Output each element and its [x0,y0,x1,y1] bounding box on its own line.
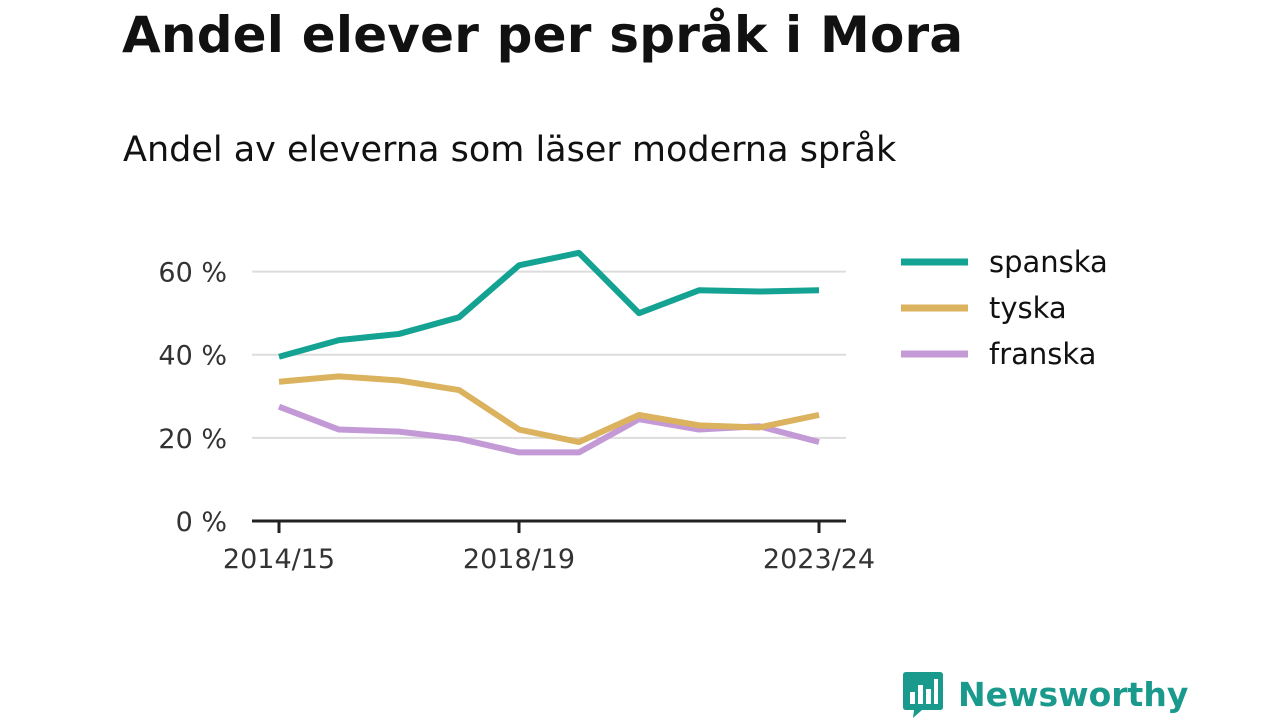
gridlines [252,270,846,439]
y-tick-label: 60 % [158,258,227,289]
x-tick-label: 2018/19 [463,544,575,575]
legend-label-franska: franska [989,337,1096,371]
brand-logo: Newsworthy [902,668,1188,720]
y-tick-label: 20 % [158,424,227,455]
x-tick-label: 2023/24 [763,544,875,575]
chart-title: Andel elever per språk i Mora [122,6,964,64]
brand-name: Newsworthy [958,674,1189,714]
legend-label-spanska: spanska [989,245,1108,279]
x-axis [252,519,846,533]
y-tick-labels: 0 % 20 % 40 % 60 % [158,258,227,538]
legend-label-tyska: tyska [989,291,1067,325]
newsworthy-logo-icon [903,672,943,718]
series-lines [277,249,820,456]
x-tick-label: 2014/15 [223,544,335,575]
series-line-spanska [278,249,820,360]
chart-subtitle: Andel av eleverna som läser moderna språ… [123,130,897,170]
y-tick-label: 40 % [158,341,227,372]
y-tick-label: 0 % [176,507,227,538]
x-tick-labels: 2014/15 2018/19 2023/24 [223,544,875,575]
series-line-tyska [278,373,820,446]
legend: spanska tyska franska [901,245,1108,371]
